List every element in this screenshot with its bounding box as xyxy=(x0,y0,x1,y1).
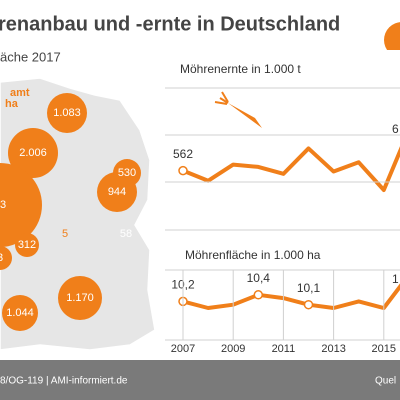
x-tick-label: 2007 xyxy=(171,343,195,355)
map-bubble xyxy=(8,128,58,178)
map-bubble xyxy=(47,93,87,133)
data-label-cropped: 6 xyxy=(392,122,399,136)
map-bubble-label: 5 xyxy=(62,228,68,240)
point-marker xyxy=(303,299,314,310)
map-bubble xyxy=(113,159,141,187)
map-bubble-label: 43 xyxy=(0,199,6,211)
map-bubble-label: 944 xyxy=(108,186,126,198)
chart-panel xyxy=(160,50,400,360)
x-tick-label: 2013 xyxy=(321,343,345,355)
map-bubble xyxy=(2,295,38,331)
logo xyxy=(384,22,400,58)
line-series xyxy=(182,146,400,192)
map-bubble xyxy=(15,233,39,257)
x-tick-label: 2015 xyxy=(372,343,396,355)
map-bubble-label: 1.083 xyxy=(53,107,81,119)
carrot-icon xyxy=(214,91,262,128)
chart-title: Möhrenernte in 1.000 t xyxy=(180,62,301,76)
map-bubble-label: 1.044 xyxy=(6,307,34,319)
point-marker xyxy=(178,165,188,176)
map-bubble xyxy=(58,276,102,320)
data-label: 10,4 xyxy=(247,271,271,285)
map-legend: ha xyxy=(5,98,19,110)
map-legend: amt xyxy=(10,87,30,99)
data-label: 562 xyxy=(173,147,193,161)
map-bubble-label: 1.170 xyxy=(66,292,94,304)
x-tick-label: 2009 xyxy=(221,343,245,355)
x-tick-label: 2011 xyxy=(272,343,296,355)
point-marker xyxy=(253,290,264,300)
map-bubble-label: 530 xyxy=(118,167,136,179)
map-bubble-label: 2.006 xyxy=(19,147,47,159)
map-bubble xyxy=(0,163,42,247)
map-bubble-label: 312 xyxy=(18,239,36,251)
line-series xyxy=(182,283,400,310)
title: renanbau und -ernte in Deutschland xyxy=(0,13,340,35)
subtitle: äche 2017 xyxy=(0,49,61,64)
data-label-cropped: 1 xyxy=(392,272,399,286)
chart-title: Möhrenfläche in 1.000 ha xyxy=(185,248,321,262)
data-label: 10,1 xyxy=(297,281,321,295)
footer-source: 8/OG-119 | AMI-informiert.de xyxy=(0,376,128,387)
map-bubble-label: 58 xyxy=(120,228,132,240)
footer-credit: Quel xyxy=(375,376,396,387)
footer-bar xyxy=(0,360,400,400)
map-bubble xyxy=(0,246,12,270)
map-bubble-label: 3 xyxy=(0,252,3,264)
